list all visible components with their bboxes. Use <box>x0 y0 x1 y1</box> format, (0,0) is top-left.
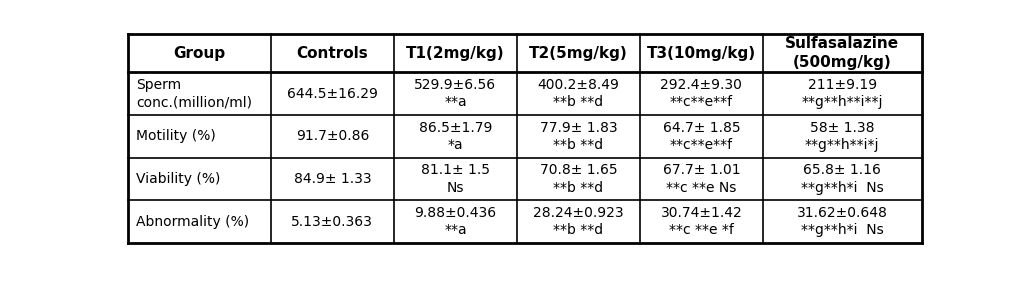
Text: 81.1± 1.5
Ns: 81.1± 1.5 Ns <box>421 163 489 195</box>
Text: 644.5±16.29: 644.5±16.29 <box>287 87 378 101</box>
Text: 30.74±1.42
**c **e *f: 30.74±1.42 **c **e *f <box>660 206 742 237</box>
Text: 31.62±0.648
**g**h*i  Ns: 31.62±0.648 **g**h*i Ns <box>797 206 888 237</box>
Text: T1(2mg/kg): T1(2mg/kg) <box>407 46 505 61</box>
Text: T3(10mg/kg): T3(10mg/kg) <box>647 46 756 61</box>
Text: Sulfasalazine
(500mg/kg): Sulfasalazine (500mg/kg) <box>785 36 899 70</box>
Text: 400.2±8.49
**b **d: 400.2±8.49 **b **d <box>538 78 620 109</box>
Text: 84.9± 1.33: 84.9± 1.33 <box>294 172 371 186</box>
Text: 65.8± 1.16
**g**h*i  Ns: 65.8± 1.16 **g**h*i Ns <box>801 163 884 195</box>
Text: T2(5mg/kg): T2(5mg/kg) <box>529 46 628 61</box>
Text: 292.4±9.30
**c**e**f: 292.4±9.30 **c**e**f <box>660 78 742 109</box>
Text: 86.5±1.79
*a: 86.5±1.79 *a <box>419 121 493 152</box>
Text: 70.8± 1.65
**b **d: 70.8± 1.65 **b **d <box>540 163 617 195</box>
Text: Group: Group <box>173 46 225 61</box>
Text: 5.13±0.363: 5.13±0.363 <box>292 215 374 229</box>
Text: Abnormality (%): Abnormality (%) <box>136 215 249 229</box>
Text: 64.7± 1.85
**c**e**f: 64.7± 1.85 **c**e**f <box>663 121 740 152</box>
Text: 9.88±0.436
**a: 9.88±0.436 **a <box>415 206 497 237</box>
Text: 91.7±0.86: 91.7±0.86 <box>296 129 369 143</box>
Text: Motility (%): Motility (%) <box>136 129 216 143</box>
Text: 67.7± 1.01
**c **e Ns: 67.7± 1.01 **c **e Ns <box>663 163 740 195</box>
Text: 77.9± 1.83
**b **d: 77.9± 1.83 **b **d <box>540 121 617 152</box>
Text: 529.9±6.56
**a: 529.9±6.56 **a <box>415 78 497 109</box>
Text: 211±9.19
**g**h**i**j: 211±9.19 **g**h**i**j <box>802 78 883 109</box>
Text: 58± 1.38
**g**h**i*j: 58± 1.38 **g**h**i*j <box>805 121 880 152</box>
Text: 28.24±0.923
**b **d: 28.24±0.923 **b **d <box>534 206 624 237</box>
Text: Sperm
conc.(million/ml): Sperm conc.(million/ml) <box>136 78 252 109</box>
Text: Viability (%): Viability (%) <box>136 172 220 186</box>
Text: Controls: Controls <box>297 46 369 61</box>
